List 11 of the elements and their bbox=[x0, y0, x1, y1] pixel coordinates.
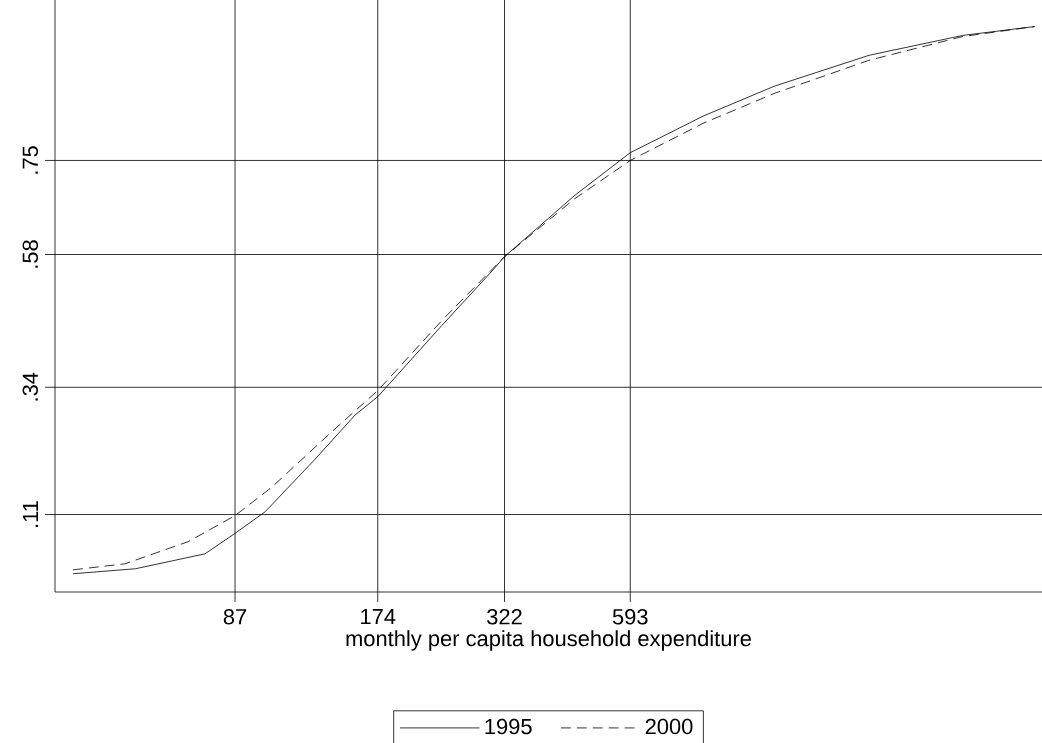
x-tick-label: 174 bbox=[361, 609, 396, 625]
y-tick-label: .34 bbox=[22, 372, 39, 401]
y-tick-label: .75 bbox=[22, 146, 39, 174]
y-tick-label: .11 bbox=[22, 501, 39, 527]
legend-label: 2000 bbox=[645, 718, 693, 735]
x-tick-label: 593 bbox=[612, 609, 648, 625]
y-tick-label: .58 bbox=[22, 240, 39, 268]
legend-label: 1995 bbox=[485, 718, 532, 735]
x-tick-label: 87 bbox=[223, 609, 247, 625]
x-tick-label: 322 bbox=[487, 609, 522, 625]
x-axis-title: monthly per capita household expenditure bbox=[346, 630, 751, 651]
